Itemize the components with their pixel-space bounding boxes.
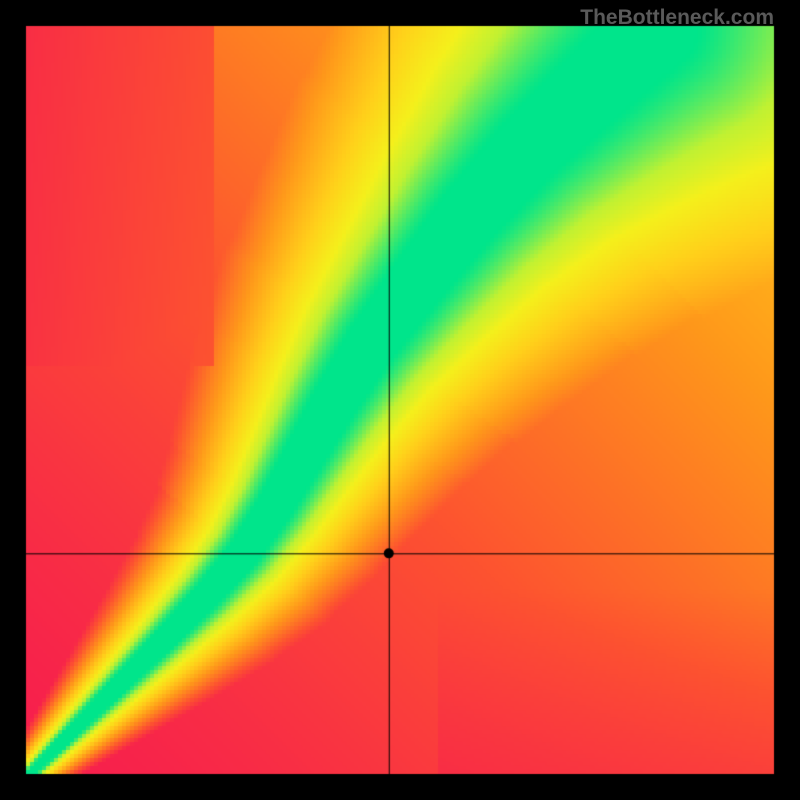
watermark-text: TheBottleneck.com bbox=[580, 6, 774, 30]
heatmap-canvas bbox=[0, 0, 800, 800]
chart-container: TheBottleneck.com bbox=[0, 0, 800, 800]
